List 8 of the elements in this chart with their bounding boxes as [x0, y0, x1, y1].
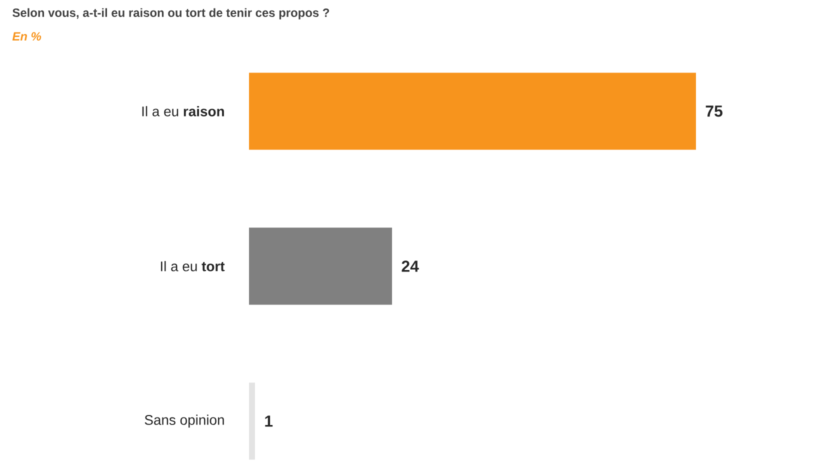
- data-label: 24: [402, 260, 419, 272]
- text: En %: [12, 32, 42, 41]
- data-label: 1: [265, 416, 273, 427]
- data-label: 75: [706, 106, 722, 117]
- y-tick-label: Il a eu raison: [142, 106, 224, 116]
- chart-title: Selon vous, a-t-il eu raison ou tort de tenir ces propos ?: [12, 8, 330, 20]
- y-tick-label: Sans opinion: [144, 414, 224, 428]
- y-tick-label: Il a eu tort: [160, 261, 225, 272]
